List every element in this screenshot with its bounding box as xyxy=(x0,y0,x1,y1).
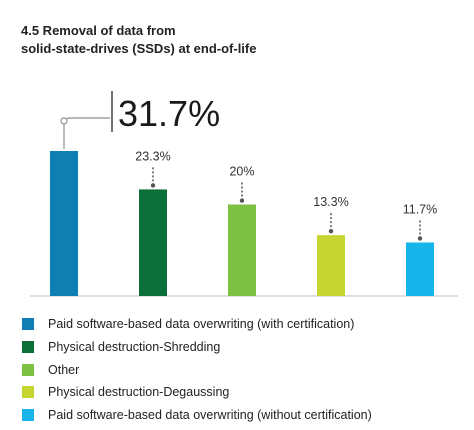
data-label-1: 31.7% xyxy=(118,93,220,134)
legend-label: Other xyxy=(48,362,80,377)
data-label-3: 20% xyxy=(229,165,254,179)
leader-dot-3 xyxy=(239,198,245,203)
legend-swatch xyxy=(22,341,34,354)
data-label-4: 13.3% xyxy=(313,195,348,209)
legend-label: Paid software-based data overwriting (wi… xyxy=(48,408,372,423)
chart-title: 4.5 Removal of data from solid-state-dri… xyxy=(21,22,256,58)
chart-title-line-2: solid-state-drives (SSDs) at end-of-life xyxy=(21,41,257,56)
leader-dot-4 xyxy=(328,228,334,234)
legend-item: Paid software-based data overwriting (wi… xyxy=(22,313,372,336)
bar-3 xyxy=(228,204,256,296)
chart-title-line-1: 4.5 Removal of data from xyxy=(21,23,176,38)
legend-swatch xyxy=(22,386,34,399)
data-label-2: 23.3% xyxy=(135,149,170,163)
bar-chart: 31.7% 23.3% 20% 13.3% 11.7% xyxy=(30,91,458,297)
legend-label: Physical destruction-Degaussing xyxy=(48,385,230,400)
legend-swatch xyxy=(22,409,34,422)
bar-1 xyxy=(50,151,78,296)
legend-item: Physical destruction-Shredding xyxy=(22,336,372,359)
legend-label: Physical destruction-Shredding xyxy=(48,340,221,355)
legend-label: Paid software-based data overwriting (wi… xyxy=(48,317,355,332)
legend-item: Physical destruction-Degaussing xyxy=(22,381,372,404)
legend-item: Paid software-based data overwriting (wi… xyxy=(22,404,372,427)
bar-2 xyxy=(139,189,167,296)
callout-connector xyxy=(63,117,110,149)
callout-dot xyxy=(60,117,68,125)
legend-item: Other xyxy=(22,358,372,381)
leader-dot-2 xyxy=(150,183,156,188)
bar-5 xyxy=(406,242,434,296)
leader-dot-5 xyxy=(417,236,423,241)
bar-4 xyxy=(317,235,345,296)
chart-legend: Paid software-based data overwriting (wi… xyxy=(22,313,372,426)
data-label-5: 11.7% xyxy=(403,202,438,216)
legend-swatch xyxy=(22,318,34,331)
legend-swatch xyxy=(22,363,34,376)
